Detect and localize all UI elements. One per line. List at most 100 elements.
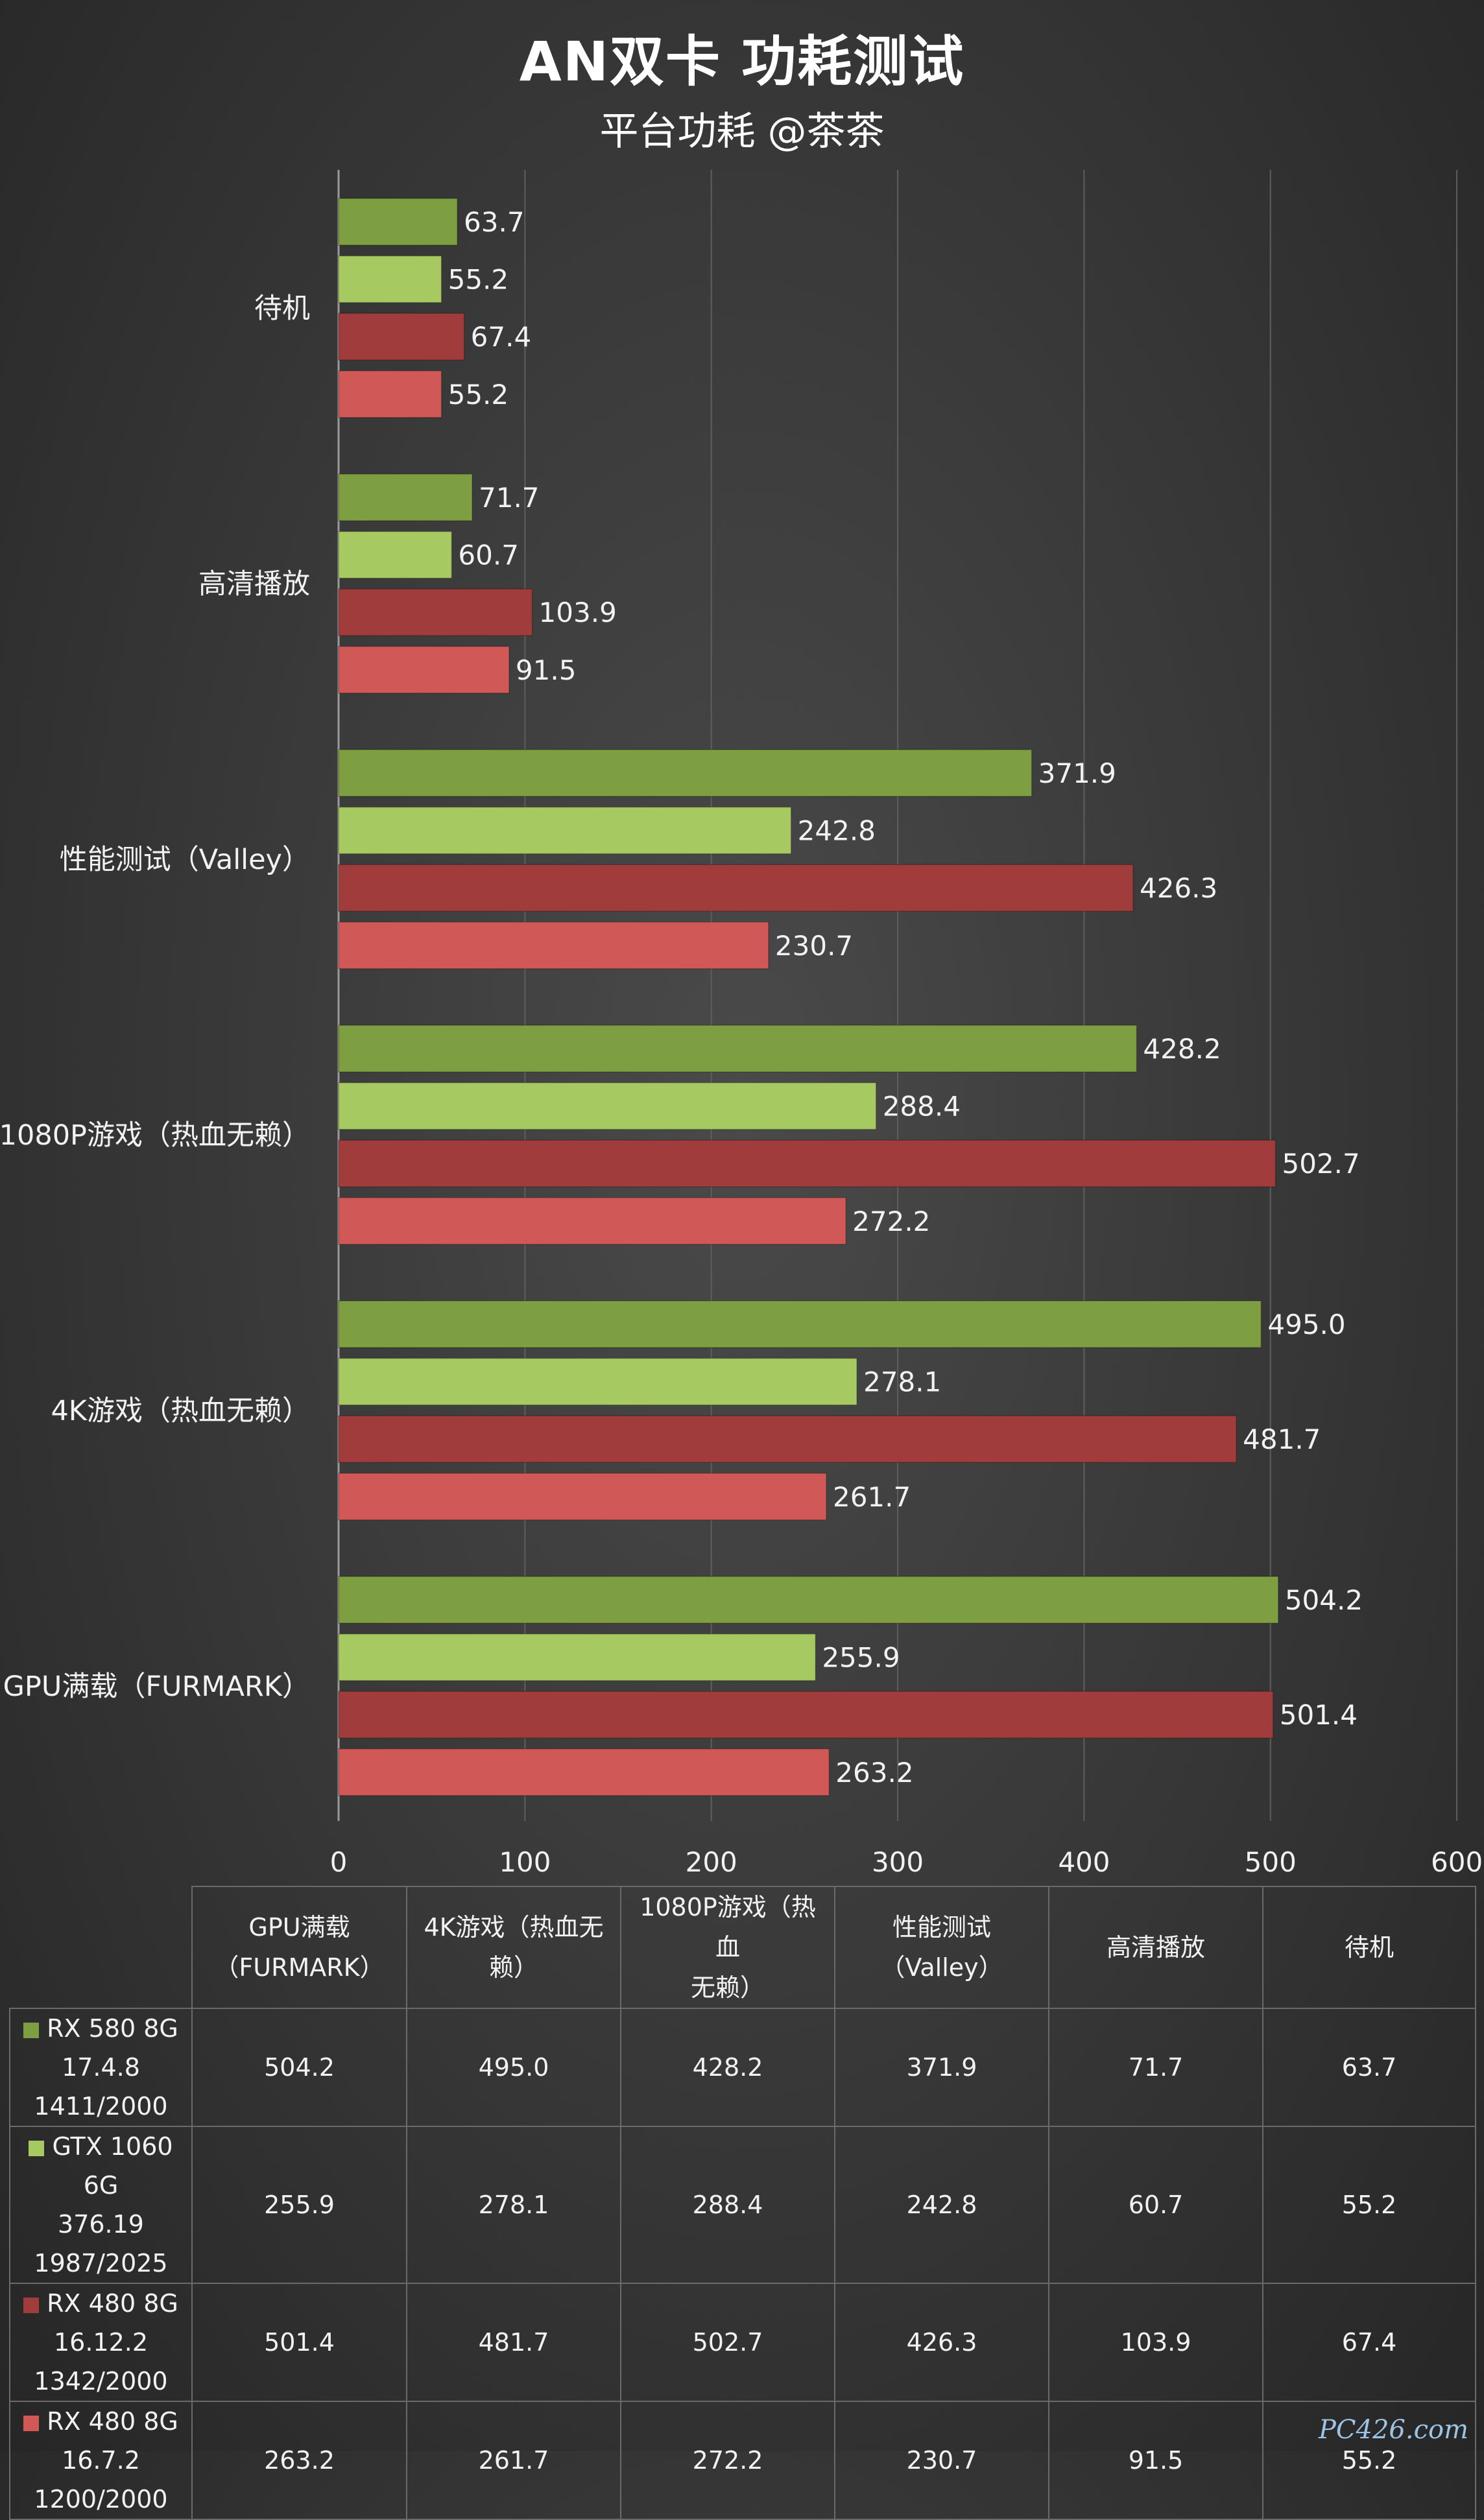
- table-cell: 495.0: [406, 2008, 621, 2127]
- row-header: RX 480 8G 16.7.2 1200/2000: [9, 2401, 193, 2520]
- bar: [338, 1082, 877, 1130]
- column-header: GPU满载 （FURMARK）: [191, 1886, 407, 2009]
- x-tick-label: 400: [1058, 1846, 1110, 1878]
- column-header-line: 高清播放: [1106, 1933, 1205, 1962]
- category-label: 1080P游戏（热血无赖）: [0, 1119, 310, 1152]
- bar: [338, 473, 473, 521]
- series-name: RX 580 8G: [10, 2009, 191, 2048]
- column-header-line: 赖）: [488, 1953, 538, 1982]
- chart-title: AN双卡 功耗测试: [519, 30, 965, 93]
- bar: [338, 806, 792, 855]
- table-cell: 501.4: [191, 2283, 407, 2402]
- x-tick-label: 100: [499, 1846, 551, 1878]
- driver-version: 376.19: [58, 2210, 144, 2239]
- x-tick-label: 300: [872, 1846, 924, 1878]
- bar: [338, 530, 453, 579]
- bar: [338, 1300, 1262, 1348]
- table-cell: 103.9: [1048, 2283, 1263, 2402]
- table-header-row: GPU满载 （FURMARK） 4K游戏（热血无 赖） 1080P游戏（热血 无赖） 性能测…: [10, 1886, 1476, 2009]
- data-label: 428.2: [1143, 1033, 1221, 1065]
- table-row: RX 580 8G 17.4.8 1411/2000 504.2 495.0 428.2 3…: [9, 2008, 1476, 2127]
- clock-speeds: 1342/2000: [34, 2367, 168, 2395]
- data-label: 60.7: [458, 540, 519, 571]
- column-header: 1080P游戏（热血 无赖）: [620, 1886, 835, 2009]
- bar: [338, 1576, 1279, 1624]
- bar: [338, 1025, 1138, 1073]
- bars: [338, 198, 1279, 1796]
- data-label: 71.7: [479, 482, 540, 514]
- data-label: 504.2: [1285, 1584, 1363, 1616]
- column-header-line: 待机: [1344, 1933, 1394, 1962]
- data-label: 501.4: [1280, 1699, 1358, 1731]
- clock-speeds: 1200/2000: [34, 2485, 168, 2514]
- column-header-line: 1080P游戏（热血: [640, 1893, 816, 1962]
- table-cell: 502.7: [620, 2283, 835, 2402]
- table-cell: 278.1: [406, 2126, 621, 2284]
- table-row: GTX 1060 6G 376.19 1987/2025 255.9 278.1 288.…: [9, 2126, 1476, 2284]
- data-label: 502.7: [1282, 1148, 1360, 1180]
- driver-version: 16.7.2: [62, 2446, 140, 2475]
- bar: [338, 646, 510, 694]
- table-corner: [10, 1886, 193, 2009]
- column-header-line: （Valley）: [880, 1953, 1003, 1982]
- table-cell: 55.2: [1262, 2126, 1476, 2284]
- data-table: GPU满载 （FURMARK） 4K游戏（热血无 赖） 1080P游戏（热血 无赖） 性能测…: [9, 1886, 1476, 2520]
- table-cell: 242.8: [834, 2126, 1049, 2284]
- data-label: 255.9: [822, 1642, 900, 1674]
- series-name: GTX 1060 6G: [10, 2127, 191, 2205]
- data-label: 55.2: [448, 264, 509, 296]
- watermark: PC426.com: [1319, 2415, 1468, 2445]
- column-header: 高清播放: [1048, 1886, 1263, 2009]
- data-label: 481.7: [1243, 1423, 1321, 1455]
- row-header: GTX 1060 6G 376.19 1987/2025: [9, 2126, 193, 2284]
- data-label: 263.2: [835, 1757, 913, 1789]
- column-header-line: （FURMARK）: [214, 1953, 385, 1982]
- category-label: 高清播放: [198, 568, 310, 600]
- driver-version: 17.4.8: [62, 2053, 140, 2082]
- bar: [338, 1633, 817, 1682]
- bar: [338, 921, 769, 969]
- x-axis-ticks: 0 100 200 300 400 500 600: [330, 1846, 1483, 1878]
- data-label: 272.2: [852, 1206, 930, 1237]
- series-name: RX 480 8G: [10, 2284, 191, 2323]
- data-label: 103.9: [539, 597, 617, 628]
- table-cell: 272.2: [620, 2401, 835, 2520]
- bar: [338, 313, 465, 361]
- table-cell: 71.7: [1048, 2008, 1263, 2127]
- table-cell: 504.2: [191, 2008, 407, 2127]
- data-label: 288.4: [883, 1091, 961, 1123]
- table-cell: 255.9: [191, 2126, 407, 2284]
- column-header: 性能测试 （Valley）: [834, 1886, 1049, 2009]
- data-label: 426.3: [1140, 872, 1217, 904]
- table-cell: 67.4: [1262, 2283, 1476, 2402]
- bar: [338, 255, 442, 303]
- data-label: 495.0: [1267, 1309, 1345, 1340]
- category-label: 性能测试（Valley）: [60, 844, 310, 876]
- table-cell: 230.7: [834, 2401, 1049, 2520]
- column-header: 4K游戏（热血无 赖）: [406, 1886, 621, 2009]
- category-label: 4K游戏（热血无赖）: [51, 1395, 310, 1427]
- clock-speeds: 1987/2025: [34, 2249, 168, 2277]
- data-label: 371.9: [1038, 757, 1116, 789]
- row-header: RX 480 8G 16.12.2 1342/2000: [9, 2283, 193, 2402]
- column-header: 待机: [1262, 1886, 1476, 2009]
- bar: [338, 1415, 1237, 1463]
- table-row: RX 480 8G 16.12.2 1342/2000 501.4 481.7 502.7…: [9, 2283, 1476, 2402]
- table-body: RX 580 8G 17.4.8 1411/2000 504.2 495.0 428.2 3…: [9, 2008, 1476, 2520]
- legend-swatch: [29, 2140, 45, 2156]
- row-header: RX 580 8G 17.4.8 1411/2000: [9, 2008, 193, 2127]
- value-labels: 63.7 55.2 67.4 55.2 71.7 60.7 103.9 91.5 371.9 24…: [448, 206, 1363, 1789]
- data-label: 242.8: [798, 815, 876, 847]
- category-label: GPU满载（FURMARK）: [3, 1670, 310, 1703]
- table-cell: 426.3: [834, 2283, 1049, 2402]
- legend-swatch: [23, 2415, 40, 2431]
- bar: [338, 1357, 857, 1406]
- table-cell: 91.5: [1048, 2401, 1263, 2520]
- chart-subtitle: 平台功耗 @茶茶: [599, 109, 885, 154]
- series-name: RX 480 8G: [10, 2402, 191, 2441]
- bar: [338, 370, 442, 418]
- data-label: 278.1: [863, 1366, 941, 1398]
- table-cell: 371.9: [834, 2008, 1049, 2127]
- column-header-line: GPU满载: [248, 1913, 350, 1942]
- data-label: 63.7: [464, 206, 525, 238]
